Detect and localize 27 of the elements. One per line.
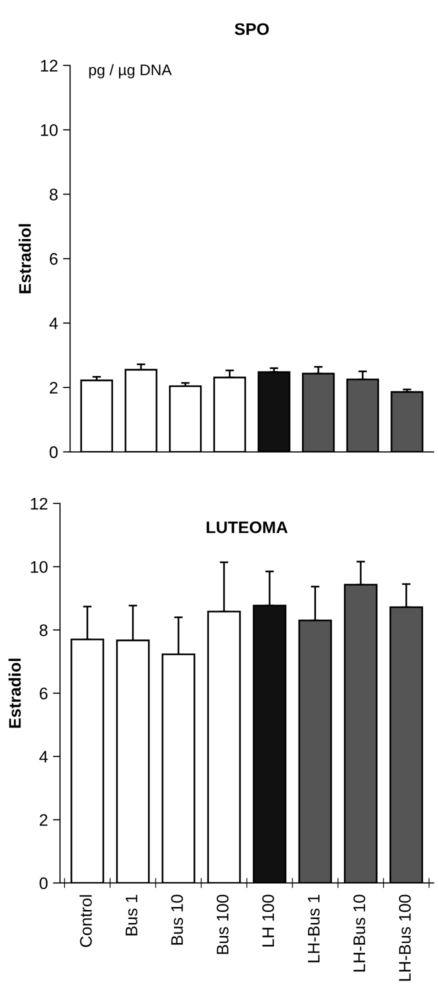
- x-tick-label: Control: [80, 895, 92, 947]
- x-tick-label: Bus 1: [126, 894, 138, 936]
- y-tick-label: 8: [50, 188, 58, 200]
- y-tick-label: 12: [30, 498, 48, 510]
- y-tick-label: 12: [41, 60, 58, 72]
- y-tick-label: 2: [50, 382, 58, 394]
- x-tick-label: LH 100: [262, 894, 274, 946]
- chart-title: SPO: [234, 23, 269, 36]
- x-tick-label: LH-Bus 10: [353, 894, 366, 972]
- x-tick-label: Bus 10: [171, 894, 183, 945]
- text: LUTEOMA: [206, 521, 288, 534]
- y-axis-title: Estradiol: [8, 658, 21, 728]
- y-tick-label: 0: [50, 446, 58, 458]
- y-tick-label: 10: [30, 561, 48, 573]
- y-tick-label: 4: [49, 318, 58, 330]
- x-tick-label: LH-Bus 100: [398, 894, 411, 981]
- y-tick-label: 0: [40, 877, 48, 890]
- y-tick-label: 2: [40, 814, 48, 826]
- annotation: pg / µg DNA: [89, 64, 172, 78]
- x-tick-label: Bus 100: [216, 894, 229, 954]
- y-tick-label: 8: [40, 624, 48, 636]
- y-axis-title: Estradiol: [18, 224, 31, 294]
- x-tick-label: LH-Bus 1: [308, 894, 320, 962]
- y-tick-label: 10: [41, 124, 58, 136]
- y-tick-label: 6: [40, 688, 48, 700]
- y-tick-label: 6: [50, 253, 58, 265]
- y-tick-label: 4: [39, 751, 48, 762]
